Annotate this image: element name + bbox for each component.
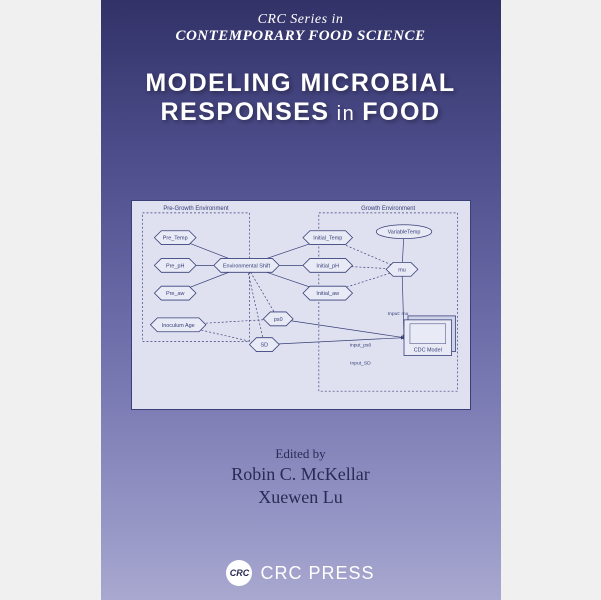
edited-by-label: Edited by bbox=[101, 446, 501, 462]
svg-text:Pre_Temp: Pre_Temp bbox=[162, 236, 187, 242]
series-line-2: CONTEMPORARY FOOD SCIENCE bbox=[101, 28, 501, 45]
svg-text:Input_ps0: Input_ps0 bbox=[349, 343, 371, 349]
publisher-logo-icon: CRC bbox=[226, 560, 252, 586]
title-in: in bbox=[330, 103, 363, 125]
svg-text:Initial_aw: Initial_aw bbox=[316, 291, 339, 297]
svg-text:Pre_aw: Pre_aw bbox=[165, 291, 184, 297]
svg-text:CDC Model: CDC Model bbox=[413, 348, 441, 354]
publisher-logo-text: CRC bbox=[230, 568, 250, 578]
series-line-1: CRC Series in bbox=[101, 12, 501, 28]
publisher-name: CRC PRESS bbox=[260, 563, 374, 584]
svg-text:ps0: ps0 bbox=[273, 317, 282, 323]
svg-text:Initial_Temp: Initial_Temp bbox=[313, 236, 342, 242]
editor-name-1: Robin C. McKellar bbox=[101, 464, 501, 485]
svg-text:Growth Environment: Growth Environment bbox=[361, 206, 415, 212]
svg-text:Pre-Growth Environment: Pre-Growth Environment bbox=[163, 206, 229, 212]
diagram-figure: Pre-Growth Environment Growth Environment… bbox=[131, 200, 471, 410]
title-line-1: MODELING MICROBIAL bbox=[101, 69, 501, 98]
title-part-a: RESPONSES bbox=[160, 98, 329, 126]
title-block: MODELING MICROBIAL RESPONSES in FOOD bbox=[101, 69, 501, 127]
svg-text:Input_SD: Input_SD bbox=[350, 360, 371, 366]
book-cover: CRC Series in CONTEMPORARY FOOD SCIENCE … bbox=[101, 0, 501, 600]
svg-text:SD: SD bbox=[260, 343, 268, 349]
editors-block: Edited by Robin C. McKellar Xuewen Lu bbox=[101, 446, 501, 508]
svg-text:Environmental Shift: Environmental Shift bbox=[222, 263, 270, 269]
svg-text:mu: mu bbox=[398, 267, 406, 273]
title-line-2: RESPONSES in FOOD bbox=[101, 98, 501, 127]
svg-text:Inoculum Age: Inoculum Age bbox=[161, 323, 194, 329]
flowchart-svg: Pre-Growth Environment Growth Environment… bbox=[132, 201, 470, 409]
svg-text:Input: mu: Input: mu bbox=[387, 311, 408, 317]
svg-text:Initial_pH: Initial_pH bbox=[316, 263, 339, 269]
editor-name-2: Xuewen Lu bbox=[101, 487, 501, 508]
svg-text:VariableTemp: VariableTemp bbox=[387, 230, 420, 236]
svg-text:Pre_pH: Pre_pH bbox=[165, 263, 184, 269]
publisher-block: CRC CRC PRESS bbox=[101, 560, 501, 586]
title-part-b: FOOD bbox=[362, 98, 440, 126]
series-header: CRC Series in CONTEMPORARY FOOD SCIENCE bbox=[101, 0, 501, 45]
